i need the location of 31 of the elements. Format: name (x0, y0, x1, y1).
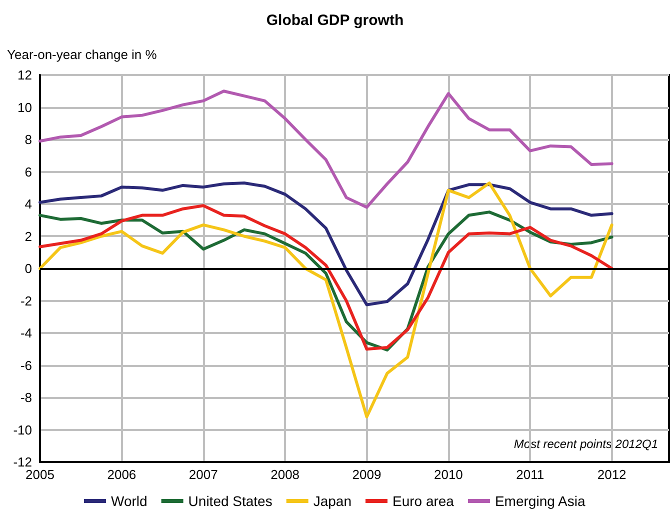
y-tick-label: 0 (24, 261, 32, 276)
legend-label: Emerging Asia (494, 493, 586, 509)
y-axis-title: Year-on-year change in % (7, 47, 158, 62)
y-tick-label: 2 (24, 228, 32, 244)
chart-title: Global GDP growth (266, 12, 404, 29)
y-tick-label: -12 (13, 454, 32, 470)
y-tick-label: -2 (20, 293, 32, 308)
y-tick-label: -4 (20, 326, 32, 340)
legend-label: World (110, 493, 148, 509)
x-tick-label: 2008 (270, 467, 300, 482)
line-series (38, 182, 614, 418)
legend-label: United States (188, 493, 272, 509)
y-tick-label: 6 (24, 164, 32, 180)
y-tick-label: 4 (24, 196, 32, 212)
legend-label: Japan (313, 493, 352, 509)
x-tick-label: 2010 (434, 467, 463, 482)
line-series (38, 182, 614, 306)
line-series (38, 90, 614, 209)
x-tick-label: 2007 (188, 467, 218, 482)
y-tick-label: 8 (24, 132, 32, 147)
y-tick-label: -10 (13, 422, 32, 438)
x-tick-label: 2005 (26, 467, 54, 482)
x-tick-label: 2012 (597, 467, 626, 482)
legend-label: Euro area (392, 493, 454, 509)
y-tick-label: 10 (18, 100, 32, 115)
x-tick-label: 2011 (516, 467, 544, 482)
y-tick-label: -8 (20, 390, 32, 405)
x-tick-label: 2009 (352, 467, 382, 482)
y-tick-label: 12 (18, 68, 32, 82)
y-tick-label: -6 (20, 358, 32, 373)
x-tick-label: 2006 (107, 467, 136, 482)
